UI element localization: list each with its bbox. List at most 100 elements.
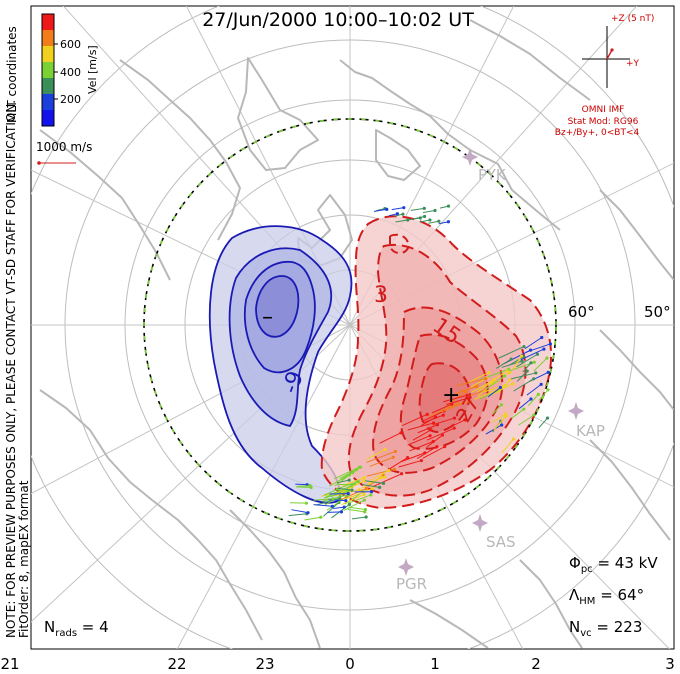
velocity-vector: [492, 413, 507, 423]
hm-boundary-latitude: ΛHM = 64°: [569, 586, 644, 607]
preview-note: NOTE: FOR PREVIEW PURPOSES ONLY, PLEASE …: [4, 100, 18, 638]
velocity-vector: [395, 219, 408, 223]
velocity-vector-origin: [331, 497, 335, 501]
velocity-vector-origin: [536, 392, 540, 396]
velocity-vector: [323, 488, 339, 496]
velocity-vector-origin: [468, 395, 472, 399]
velocity-vector-origin: [418, 216, 422, 220]
velocity-vector: [431, 403, 453, 414]
colorbar-bands: [42, 14, 54, 127]
station-sas-marker: [472, 514, 488, 532]
velocity-vector-origin: [532, 377, 536, 381]
coordinate-system-label: MLT coordinates: [5, 26, 19, 123]
velocity-vector: [518, 398, 532, 410]
velocity-vector: [352, 516, 367, 520]
velocity-vector-origin: [350, 483, 354, 487]
velocity-vector-origin: [508, 370, 512, 375]
velocity-vector-origin: [504, 412, 508, 416]
velocity-vector: [348, 494, 372, 504]
velocity-vector: [313, 498, 333, 501]
velocity-vector-origin: [402, 206, 406, 210]
velocity-vector-origin: [452, 416, 457, 420]
velocity-vector: [391, 207, 404, 211]
velocity-vector-origin: [542, 347, 546, 351]
colorbar-band: [42, 78, 54, 95]
velocity-vector-origin: [525, 369, 529, 373]
velocity-vector: [369, 456, 394, 467]
velocity-vector: [366, 450, 396, 463]
mlt-axis: 21 22 23 0 1 2 3: [0, 655, 674, 673]
velocity-vector: [334, 474, 350, 487]
velocity-vector: [331, 486, 353, 498]
velocity-vector-origin: [522, 344, 526, 349]
velocity-vector: [516, 370, 528, 382]
velocity-vector: [366, 449, 386, 460]
velocity-vector-origin: [545, 416, 550, 420]
velocity-vector-origin: [446, 220, 450, 224]
velocity-vector-origin: [364, 486, 368, 491]
velocity-vector-origin: [474, 384, 478, 389]
velocity-vector-origin: [364, 515, 368, 519]
velocity-vector: [347, 508, 365, 513]
cross-polar-cap-potential: Φpc = 43 kV: [569, 554, 658, 575]
imf-condition: Bz+/By+, 0<BT<4: [555, 128, 640, 138]
velocity-vector-origin: [540, 335, 544, 340]
velocity-vector: [533, 357, 548, 372]
velocity-vector: [398, 460, 422, 468]
velocity-vector: [361, 476, 382, 489]
velocity-vector: [438, 221, 449, 225]
velocity-vector: [497, 379, 511, 394]
velocity-vector-origin: [455, 401, 460, 405]
velocity-vector-origin: [344, 499, 348, 503]
velocity-vector: [412, 429, 432, 441]
velocity-vector: [315, 497, 340, 506]
velocity-vector: [538, 417, 548, 429]
velocity-vector-origin: [546, 388, 550, 392]
mlt-label-21: 21: [0, 655, 19, 673]
velocity-vector: [524, 337, 543, 350]
velocity-vector-origin: [347, 478, 351, 482]
velocity-vector-origin: [383, 475, 387, 479]
colorbar: 600 400 200 Vel [m/s]: [41, 13, 99, 127]
velocity-vector-origin: [383, 447, 387, 452]
velocity-vector-origin: [387, 468, 391, 473]
mlt-label-2: 2: [531, 655, 541, 673]
velocity-vector: [422, 410, 445, 422]
velocity-vector: [422, 209, 436, 213]
velocity-vector: [400, 452, 425, 463]
velocity-vector-origin: [429, 428, 433, 432]
velocity-vectors: [288, 204, 552, 521]
velocity-vector: [501, 438, 515, 454]
velocity-vector-origin: [406, 218, 410, 222]
velocity-vector-origin: [431, 439, 435, 444]
mlt-label-3: 3: [665, 655, 675, 673]
velocity-vector-origin: [385, 207, 389, 211]
velocity-vector-origin: [370, 486, 375, 491]
velocity-vector-origin: [519, 354, 524, 358]
station-pyk-marker: [462, 148, 478, 166]
velocity-vector-origin: [433, 208, 437, 213]
velocity-vector: [495, 358, 512, 369]
velocity-vector-origin: [512, 437, 516, 441]
velocity-vector: [370, 469, 390, 481]
velocity-vector-origin: [356, 479, 360, 484]
station-kap-label: KAP: [576, 422, 605, 440]
velocity-vector: [295, 486, 312, 488]
velocity-vector: [471, 379, 495, 393]
velocity-vector-origin: [422, 206, 426, 210]
latitude-label-50: 50°: [644, 303, 671, 321]
velocity-vector-origin: [428, 434, 432, 438]
velocity-vector: [419, 219, 431, 223]
velocity-vector-origin: [391, 455, 395, 459]
velocity-vector: [341, 466, 361, 481]
velocity-vector: [333, 466, 360, 480]
velocity-vector-origin: [529, 361, 533, 365]
colorbar-label: Vel [m/s]: [86, 45, 99, 94]
velocity-vector-origin: [330, 504, 334, 508]
scale-vector-label: 1000 m/s: [36, 140, 92, 154]
station-kap: KAP: [568, 402, 605, 440]
velocity-vector-origin: [502, 374, 507, 378]
imf-source: OMNI IMF: [582, 105, 625, 115]
velocity-vector: [417, 424, 438, 434]
imf-bz-label: +Z (5 nT): [611, 14, 654, 24]
